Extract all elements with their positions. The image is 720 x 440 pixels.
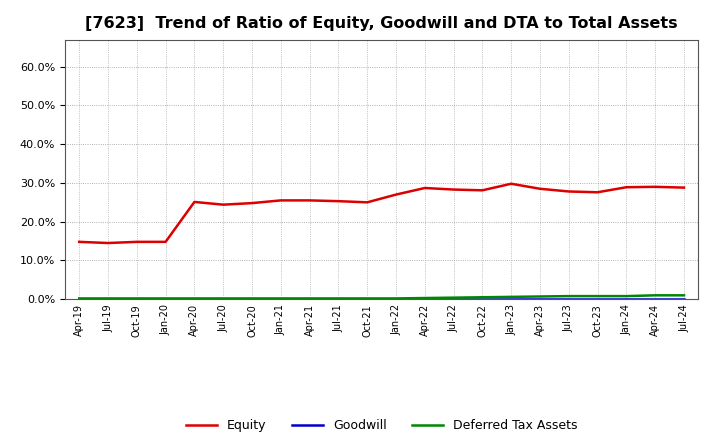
Equity	[190, 199, 199, 205]
Goodwill	[75, 296, 84, 301]
Goodwill	[680, 296, 688, 301]
Deferred Tax Assets	[248, 296, 256, 301]
Deferred Tax Assets	[680, 293, 688, 298]
Deferred Tax Assets	[104, 296, 112, 301]
Deferred Tax Assets	[449, 295, 458, 300]
Goodwill	[420, 296, 429, 301]
Deferred Tax Assets	[161, 296, 170, 301]
Goodwill	[507, 296, 516, 301]
Equity	[219, 202, 228, 207]
Goodwill	[363, 296, 372, 301]
Deferred Tax Assets	[651, 293, 660, 298]
Equity	[449, 187, 458, 192]
Goodwill	[564, 296, 573, 301]
Equity	[248, 201, 256, 206]
Equity	[75, 239, 84, 245]
Goodwill	[651, 296, 660, 301]
Deferred Tax Assets	[276, 296, 285, 301]
Goodwill	[161, 296, 170, 301]
Goodwill	[622, 296, 631, 301]
Equity	[276, 198, 285, 203]
Equity	[651, 184, 660, 190]
Deferred Tax Assets	[536, 294, 544, 299]
Equity	[392, 192, 400, 197]
Goodwill	[219, 296, 228, 301]
Goodwill	[104, 296, 112, 301]
Goodwill	[132, 296, 141, 301]
Equity	[104, 240, 112, 246]
Goodwill	[478, 296, 487, 301]
Equity	[334, 198, 343, 204]
Deferred Tax Assets	[622, 293, 631, 299]
Goodwill	[276, 296, 285, 301]
Equity	[132, 239, 141, 245]
Goodwill	[248, 296, 256, 301]
Goodwill	[593, 296, 602, 301]
Title: [7623]  Trend of Ratio of Equity, Goodwill and DTA to Total Assets: [7623] Trend of Ratio of Equity, Goodwil…	[85, 16, 678, 32]
Goodwill	[334, 296, 343, 301]
Equity	[593, 190, 602, 195]
Deferred Tax Assets	[305, 296, 314, 301]
Equity	[363, 200, 372, 205]
Goodwill	[449, 296, 458, 301]
Equity	[161, 239, 170, 245]
Goodwill	[305, 296, 314, 301]
Deferred Tax Assets	[219, 296, 228, 301]
Deferred Tax Assets	[593, 293, 602, 299]
Equity	[536, 186, 544, 191]
Deferred Tax Assets	[478, 295, 487, 300]
Deferred Tax Assets	[334, 296, 343, 301]
Deferred Tax Assets	[420, 295, 429, 301]
Goodwill	[190, 296, 199, 301]
Legend: Equity, Goodwill, Deferred Tax Assets: Equity, Goodwill, Deferred Tax Assets	[181, 414, 582, 437]
Deferred Tax Assets	[564, 293, 573, 299]
Goodwill	[392, 296, 400, 301]
Equity	[420, 185, 429, 191]
Deferred Tax Assets	[190, 296, 199, 301]
Line: Equity: Equity	[79, 184, 684, 243]
Deferred Tax Assets	[392, 296, 400, 301]
Deferred Tax Assets	[507, 294, 516, 300]
Equity	[478, 188, 487, 193]
Line: Deferred Tax Assets: Deferred Tax Assets	[79, 295, 684, 298]
Equity	[680, 185, 688, 190]
Equity	[305, 198, 314, 203]
Deferred Tax Assets	[363, 296, 372, 301]
Equity	[564, 189, 573, 194]
Goodwill	[536, 296, 544, 301]
Equity	[507, 181, 516, 187]
Equity	[622, 185, 631, 190]
Deferred Tax Assets	[132, 296, 141, 301]
Deferred Tax Assets	[75, 296, 84, 301]
